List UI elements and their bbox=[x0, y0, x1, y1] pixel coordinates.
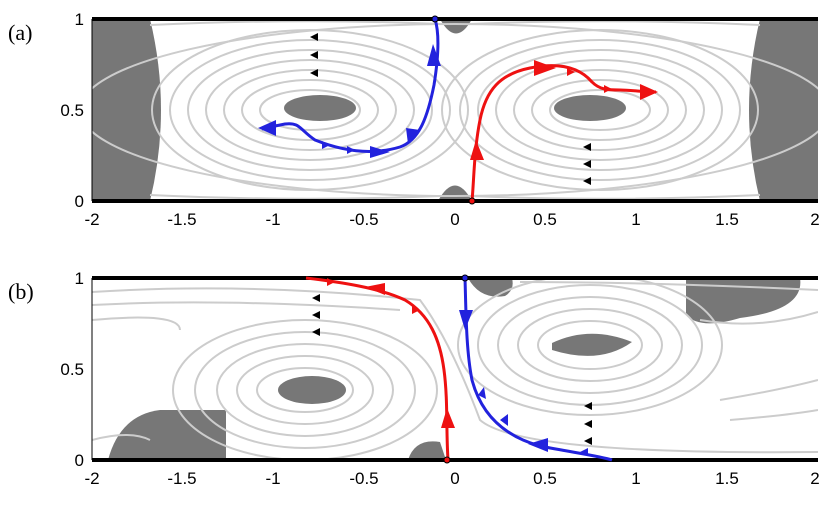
trajectory-arrow bbox=[322, 141, 330, 149]
trajectory-arrow bbox=[640, 84, 658, 100]
region-right-wall bbox=[749, 19, 818, 201]
trajectory-arrow bbox=[327, 278, 335, 286]
trajectory-arrow bbox=[567, 68, 575, 76]
trajectory-arrow bbox=[470, 140, 484, 160]
x-tick-label: 1.5 bbox=[715, 469, 739, 488]
trajectory-arrow bbox=[604, 85, 612, 93]
panel-b-flow-arrows bbox=[312, 294, 592, 445]
y-tick-label: 1 bbox=[75, 269, 84, 288]
panel-a-label: (a) bbox=[8, 20, 32, 45]
flow-arrow bbox=[312, 311, 320, 319]
region-left-vortex-core bbox=[284, 95, 356, 121]
x-tick-label: 2 bbox=[810, 469, 819, 488]
flow-arrow bbox=[310, 33, 318, 41]
x-tick-label: -2 bbox=[84, 210, 99, 229]
x-tick-label: -1 bbox=[265, 469, 280, 488]
x-tick-label: 1 bbox=[631, 469, 640, 488]
region-top-gap bbox=[468, 278, 513, 297]
x-tick-label: 1 bbox=[631, 210, 640, 229]
flow-arrow bbox=[584, 437, 592, 445]
panel-b: -2 -1.5 -1 -0.5 0 0.5 1 1.5 2 0 0.5 1 (b… bbox=[8, 269, 820, 488]
trajectory-arrow bbox=[427, 44, 441, 66]
flow-arrow bbox=[312, 294, 320, 302]
x-tick-label: 0 bbox=[450, 469, 459, 488]
y-tick-label: 0.5 bbox=[60, 360, 84, 379]
trajectory-arrow bbox=[406, 128, 420, 144]
trajectory-arrow bbox=[528, 438, 548, 452]
x-tick-label: -1.5 bbox=[167, 469, 196, 488]
region-left-vortex-core bbox=[278, 376, 346, 404]
trajectory-start-marker bbox=[431, 15, 439, 23]
region-bottom-left bbox=[108, 410, 226, 460]
panel-a: -2 -1.5 -1 -0.5 0 0.5 1 1.5 2 0 0.5 1 (a… bbox=[8, 10, 820, 229]
trajectory-arrow bbox=[441, 408, 455, 428]
flow-arrow bbox=[584, 420, 592, 428]
flow-arrow bbox=[583, 143, 591, 151]
panel-a-blue-trajectory bbox=[258, 15, 441, 158]
x-tick-label: 0 bbox=[450, 210, 459, 229]
flow-arrow bbox=[312, 328, 320, 336]
trajectory-arrow bbox=[459, 310, 473, 330]
x-tick-label: -1 bbox=[265, 210, 280, 229]
x-tick-label: 0.5 bbox=[533, 210, 557, 229]
trajectory-arrow bbox=[580, 448, 588, 456]
trajectory-arrow bbox=[347, 146, 355, 154]
panel-a-dark-regions bbox=[92, 19, 818, 201]
trajectory-arrow bbox=[412, 306, 420, 314]
y-tick-label: 0 bbox=[75, 451, 84, 470]
region-right-vortex-core bbox=[554, 95, 626, 121]
region-top-right bbox=[686, 278, 801, 324]
panel-b-y-axis: 0 0.5 1 bbox=[60, 269, 84, 470]
trajectory-arrow bbox=[500, 414, 508, 426]
panel-b-x-axis: -2 -1.5 -1 -0.5 0 0.5 1 1.5 2 bbox=[84, 469, 819, 488]
panel-a-x-axis: -2 -1.5 -1 -0.5 0 0.5 1 1.5 2 bbox=[84, 210, 819, 229]
flow-arrow bbox=[584, 402, 592, 410]
panel-a-y-axis: 0 0.5 1 bbox=[60, 10, 84, 211]
x-tick-label: 1.5 bbox=[715, 210, 739, 229]
flow-arrow bbox=[583, 177, 591, 185]
region-right-vortex-core bbox=[552, 333, 632, 356]
panel-b-blue-trajectory bbox=[459, 274, 613, 462]
trajectory-arrow bbox=[370, 146, 390, 158]
panel-a-red-trajectory bbox=[468, 60, 658, 205]
trajectory-arrow bbox=[534, 60, 556, 76]
trajectory-start-marker bbox=[468, 197, 476, 205]
x-tick-label: 0.5 bbox=[533, 469, 557, 488]
x-tick-label: -0.5 bbox=[349, 210, 378, 229]
x-tick-label: -2 bbox=[84, 469, 99, 488]
panel-b-label: (b) bbox=[8, 279, 34, 304]
panel-b-streamlines bbox=[92, 278, 818, 460]
region-left-wall bbox=[92, 19, 161, 201]
panel-a-flow-arrows bbox=[310, 33, 591, 185]
y-tick-label: 0.5 bbox=[60, 101, 84, 120]
y-tick-label: 1 bbox=[75, 10, 84, 29]
flow-arrow bbox=[310, 51, 318, 59]
panel-a-streamlines bbox=[92, 20, 818, 200]
trajectory-start-marker bbox=[443, 456, 451, 464]
flow-arrow bbox=[583, 160, 591, 168]
x-tick-label: 2 bbox=[810, 210, 819, 229]
trajectory-arrow bbox=[258, 120, 276, 136]
x-tick-label: -1.5 bbox=[167, 210, 196, 229]
region-bottom-gap bbox=[438, 185, 472, 201]
y-tick-label: 0 bbox=[75, 192, 84, 211]
flow-arrow bbox=[310, 69, 318, 77]
x-tick-label: -0.5 bbox=[349, 469, 378, 488]
region-bottom-gap bbox=[408, 441, 446, 460]
trajectory-arrow bbox=[365, 283, 385, 295]
region-top-gap bbox=[440, 19, 472, 34]
trajectory-start-marker bbox=[461, 274, 469, 282]
panel-b-red-trajectory bbox=[305, 276, 455, 464]
trajectory-arrow bbox=[478, 387, 486, 399]
panel-b-dark-regions bbox=[108, 278, 801, 460]
